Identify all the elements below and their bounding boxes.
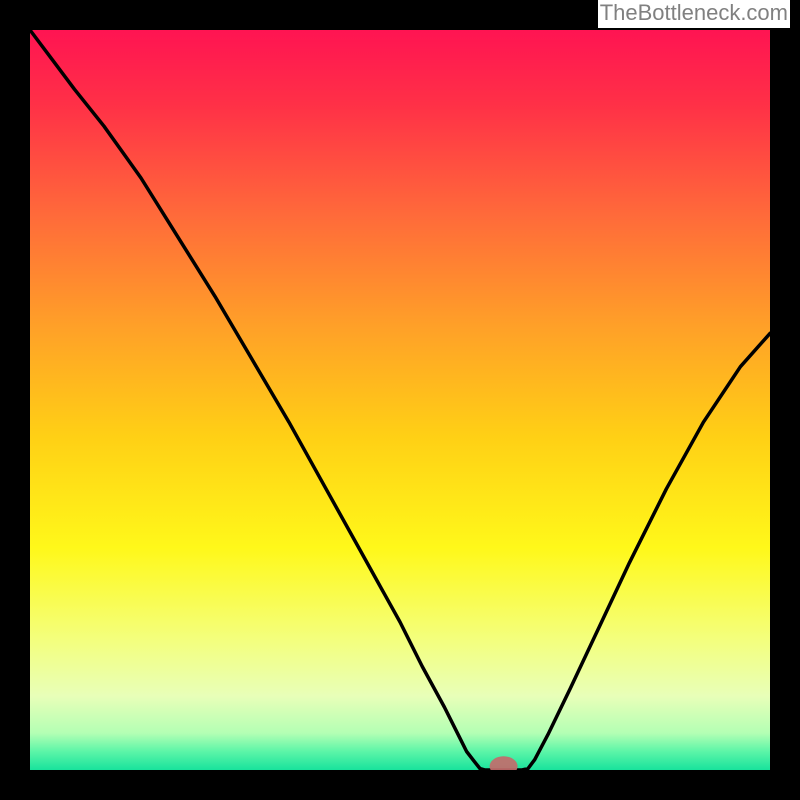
chart-frame: TheBottleneck.com — [0, 0, 800, 800]
chart-background — [30, 30, 770, 770]
watermark-text: TheBottleneck.com — [598, 0, 790, 28]
bottleneck-chart — [0, 0, 800, 800]
